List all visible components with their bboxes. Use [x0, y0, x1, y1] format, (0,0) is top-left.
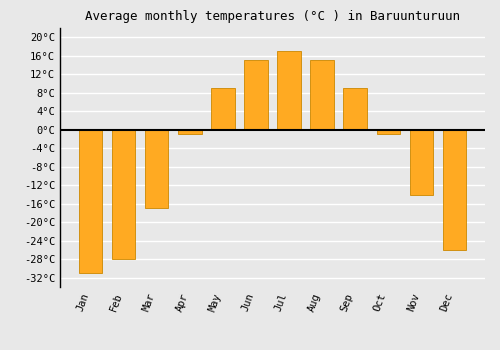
Title: Average monthly temperatures (°C ) in Baruunturuun: Average monthly temperatures (°C ) in Ba… — [85, 10, 460, 23]
Bar — [146, 130, 169, 208]
Bar — [376, 130, 400, 134]
Bar — [244, 60, 268, 130]
Bar — [442, 130, 466, 250]
Bar — [212, 88, 234, 130]
Bar — [112, 130, 136, 259]
Bar — [80, 130, 102, 273]
Bar — [410, 130, 432, 195]
Bar — [278, 51, 300, 130]
Bar — [310, 60, 334, 130]
Bar — [178, 130, 202, 134]
Bar — [344, 88, 366, 130]
